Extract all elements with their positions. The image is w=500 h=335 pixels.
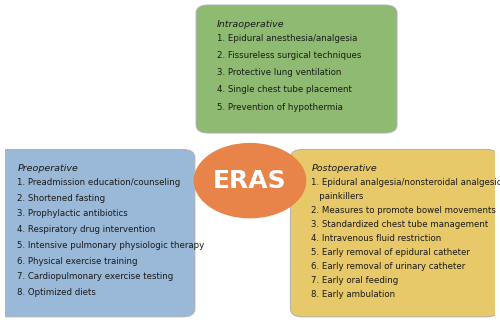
Text: 4. Single chest tube placement: 4. Single chest tube placement (217, 85, 352, 94)
Text: 7. Cardiopulmonary exercise testing: 7. Cardiopulmonary exercise testing (18, 272, 173, 281)
Text: 4. Intravenous fluid restriction: 4. Intravenous fluid restriction (312, 234, 442, 243)
Text: 3. Standardized chest tube management: 3. Standardized chest tube management (312, 220, 488, 229)
Text: Preoperative: Preoperative (18, 164, 78, 173)
Text: 8. Early ambulation: 8. Early ambulation (312, 290, 396, 299)
Text: 3. Prophylactic antibiotics: 3. Prophylactic antibiotics (18, 209, 128, 218)
Text: 5. Early removal of epidural catheter: 5. Early removal of epidural catheter (312, 248, 470, 257)
Text: 8. Optimized diets: 8. Optimized diets (18, 288, 96, 297)
FancyBboxPatch shape (290, 149, 498, 317)
Text: 1. Epidural analgesia/nonsteroidal analgesic: 1. Epidural analgesia/nonsteroidal analg… (312, 178, 500, 187)
Text: 2. Fissureless surgical techniques: 2. Fissureless surgical techniques (217, 51, 362, 60)
FancyBboxPatch shape (0, 149, 195, 317)
Text: 2. Shortened fasting: 2. Shortened fasting (18, 194, 106, 203)
Text: 1. Preadmission education/counseling: 1. Preadmission education/counseling (18, 178, 180, 187)
Text: ERAS: ERAS (213, 169, 287, 193)
Text: 1. Epidural anesthesia/analgesia: 1. Epidural anesthesia/analgesia (217, 34, 358, 43)
Text: 4. Respiratory drug intervention: 4. Respiratory drug intervention (18, 225, 156, 234)
Text: 5. Intensive pulmonary physiologic therapy: 5. Intensive pulmonary physiologic thera… (18, 241, 204, 250)
Text: 7. Early oral feeding: 7. Early oral feeding (312, 276, 398, 285)
Text: painkillers: painkillers (312, 192, 364, 201)
FancyBboxPatch shape (196, 5, 397, 133)
Text: Intraoperative: Intraoperative (217, 20, 285, 29)
Text: 6. Physical exercise training: 6. Physical exercise training (18, 257, 138, 266)
Text: 2. Measures to promote bowel movements: 2. Measures to promote bowel movements (312, 206, 496, 215)
Circle shape (194, 143, 306, 218)
Text: 6. Early removal of urinary catheter: 6. Early removal of urinary catheter (312, 262, 466, 271)
Text: 3. Protective lung ventilation: 3. Protective lung ventilation (217, 68, 342, 77)
Text: 5. Prevention of hypothermia: 5. Prevention of hypothermia (217, 103, 343, 112)
Text: Postoperative: Postoperative (312, 164, 377, 173)
